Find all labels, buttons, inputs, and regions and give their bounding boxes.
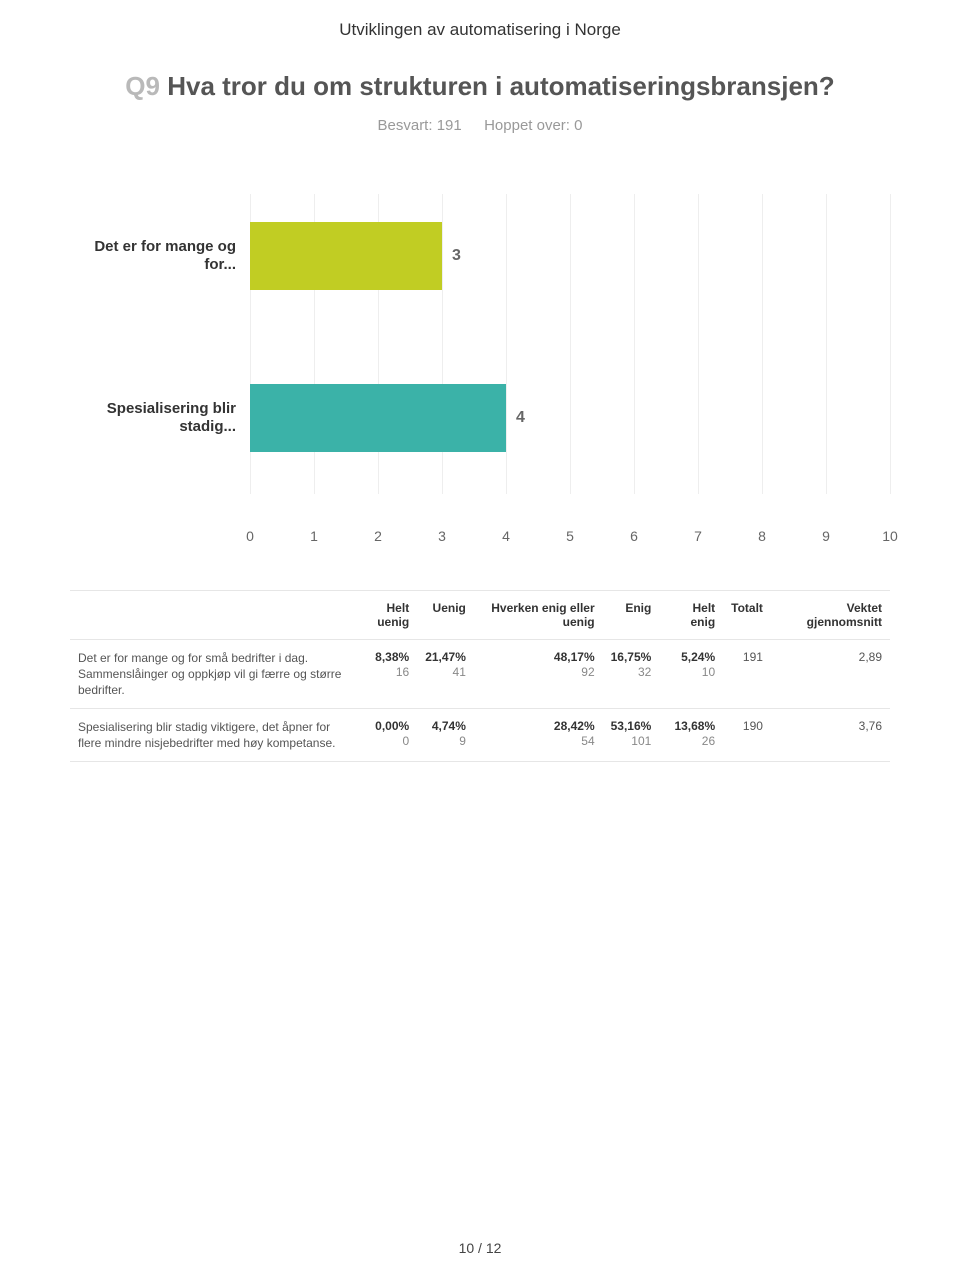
table-header-cell: Totalt: [723, 590, 771, 639]
data-cell: 8,38%16: [350, 639, 417, 709]
data-cell: 53,16%101: [603, 709, 660, 762]
x-tick: 7: [694, 528, 702, 544]
bar-slot: 3: [250, 213, 890, 299]
bar-chart: Det er for mange og for... Spesialisering…: [70, 194, 890, 494]
cell-percent: 53,16%: [611, 719, 652, 733]
cell-percent: 8,38%: [358, 650, 409, 664]
row-total: 190: [723, 709, 771, 762]
table-header-cell: Vektet gjennomsnitt: [771, 590, 890, 639]
data-cell: 13,68%26: [659, 709, 723, 762]
skipped-value: 0: [574, 117, 582, 134]
chart-x-axis: 012345678910: [250, 522, 890, 546]
data-cell: 4,74%9: [417, 709, 474, 762]
cell-percent: 0,00%: [358, 719, 409, 733]
row-description: Spesialisering blir stadig viktigere, de…: [70, 709, 350, 762]
x-tick: 2: [374, 528, 382, 544]
gridline: [890, 194, 891, 494]
page-number: 10 / 12: [0, 1240, 960, 1256]
page-header: Utviklingen av automatisering i Norge: [70, 20, 890, 40]
question-text: Hva tror du om strukturen i automatiseri…: [167, 71, 834, 101]
table-header-row: Helt uenigUenigHverken enig eller uenigE…: [70, 590, 890, 639]
chart-y-labels: Det er for mange og for... Spesialisering…: [70, 194, 250, 494]
data-cell: 48,17%92: [474, 639, 603, 709]
answered-label: Besvart:: [378, 117, 433, 134]
question-title: Q9 Hva tror du om strukturen i automatis…: [70, 70, 890, 103]
x-tick: 0: [246, 528, 254, 544]
x-tick: 5: [566, 528, 574, 544]
cell-count: 54: [482, 734, 595, 748]
cell-count: 92: [482, 665, 595, 679]
x-tick: 8: [758, 528, 766, 544]
x-tick: 10: [882, 528, 898, 544]
chart-x-axis-inner: 012345678910: [250, 522, 890, 546]
table-body: Det er for mange og for små bedrifter i …: [70, 639, 890, 762]
cell-count: 32: [611, 665, 652, 679]
cell-count: 0: [358, 734, 409, 748]
bar: 4: [250, 384, 506, 452]
question-prefix: Q9: [125, 71, 160, 101]
cell-count: 26: [667, 734, 715, 748]
cell-percent: 4,74%: [425, 719, 466, 733]
cell-percent: 16,75%: [611, 650, 652, 664]
response-meta: Besvart: 191 Hoppet over: 0: [70, 117, 890, 134]
cell-percent: 13,68%: [667, 719, 715, 733]
x-tick: 1: [310, 528, 318, 544]
x-tick: 6: [630, 528, 638, 544]
bar-value: 3: [452, 247, 461, 265]
data-cell: 16,75%32: [603, 639, 660, 709]
cell-count: 101: [611, 734, 652, 748]
table-header-cell: Enig: [603, 590, 660, 639]
table-header-cell: [70, 590, 350, 639]
table-header-cell: Helt enig: [659, 590, 723, 639]
data-cell: 21,47%41: [417, 639, 474, 709]
data-cell: 28,42%54: [474, 709, 603, 762]
cell-percent: 28,42%: [482, 719, 595, 733]
cell-count: 9: [425, 734, 466, 748]
page: Utviklingen av automatisering i Norge Q9…: [0, 0, 960, 1284]
table-head: Helt uenigUenigHverken enig eller uenigE…: [70, 590, 890, 639]
table-header-cell: Hverken enig eller uenig: [474, 590, 603, 639]
cell-count: 41: [425, 665, 466, 679]
data-cell: 0,00%0: [350, 709, 417, 762]
cell-percent: 48,17%: [482, 650, 595, 664]
answered-value: 191: [437, 117, 462, 134]
x-tick: 4: [502, 528, 510, 544]
x-tick: 9: [822, 528, 830, 544]
x-tick: 3: [438, 528, 446, 544]
cell-count: 16: [358, 665, 409, 679]
row-total: 191: [723, 639, 771, 709]
bar-label: Spesialisering blir stadig...: [76, 400, 236, 436]
chart-plot: 34: [250, 194, 890, 494]
row-description: Det er for mange og for små bedrifter i …: [70, 639, 350, 709]
chart-plot-inner: 34: [250, 194, 890, 494]
bar-value: 4: [516, 409, 525, 427]
skipped-label: Hoppet over:: [484, 117, 570, 134]
table-row: Spesialisering blir stadig viktigere, de…: [70, 709, 890, 762]
row-average: 3,76: [771, 709, 890, 762]
table-header-cell: Helt uenig: [350, 590, 417, 639]
table-row: Det er for mange og for små bedrifter i …: [70, 639, 890, 709]
row-average: 2,89: [771, 639, 890, 709]
bar: 3: [250, 222, 442, 290]
cell-percent: 21,47%: [425, 650, 466, 664]
bar-label: Det er for mange og for...: [76, 238, 236, 274]
bar-slot: 4: [250, 375, 890, 461]
cell-count: 10: [667, 665, 715, 679]
cell-percent: 5,24%: [667, 650, 715, 664]
data-cell: 5,24%10: [659, 639, 723, 709]
results-table: Helt uenigUenigHverken enig eller uenigE…: [70, 590, 890, 763]
table-header-cell: Uenig: [417, 590, 474, 639]
